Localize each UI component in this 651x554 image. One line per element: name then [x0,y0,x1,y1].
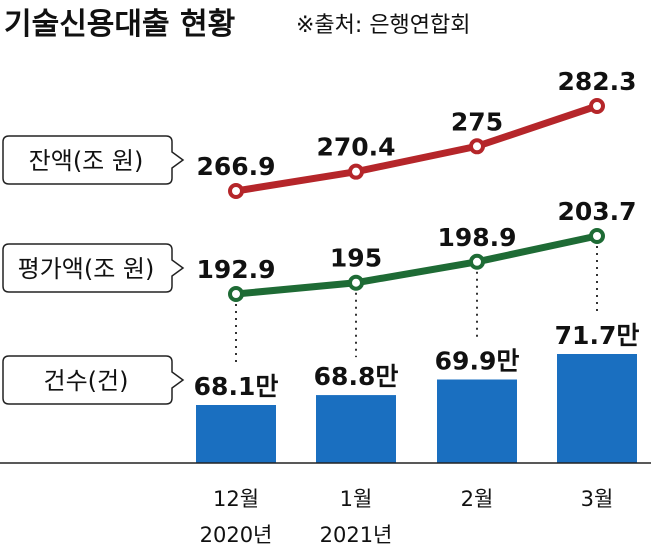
green-label-0: 192.9 [196,255,275,284]
bar-0 [196,405,276,463]
red-label-0: 266.9 [196,152,275,181]
green-label-3: 203.7 [557,197,636,226]
red-label-1: 270.4 [316,133,395,162]
x-tick-3: 3월 [581,487,614,511]
legend-callout-2: 건수(건) [2,355,185,405]
red-line [235,102,599,195]
legend-box [2,135,185,185]
green-point-3 [589,228,605,244]
legend-callout-0: 잔액(조 원) [2,135,185,185]
bar-label-3: 71.7만 [555,321,640,350]
x-tick-1: 1월 [340,487,373,511]
red-point-1 [348,163,364,180]
green-line [235,232,598,298]
green-point-2 [469,253,485,270]
red-point-0 [228,183,244,199]
legend-label: 건수(건) [44,367,129,395]
chart-source: ※출처: 은행연합회 [296,13,471,38]
green-label-1: 195 [330,244,382,273]
x-tick-2: 2월 [461,487,494,511]
red-point-2 [469,138,485,155]
legend-callout-1: 평가액(조 원) [2,243,185,293]
x-tick-year-0: 2020년 [200,523,273,547]
bar-3 [557,354,637,463]
chart-title: 기술신용대출 현황 [4,7,235,42]
green-point-1 [348,274,364,291]
green-point-0 [228,286,244,302]
bar-label-0: 68.1만 [194,372,279,401]
red-point-3 [589,98,605,114]
red-label-2: 275 [451,107,503,136]
bar-label-2: 69.9만 [435,347,520,376]
legend-label: 잔액(조 원) [29,147,144,175]
bar-2 [437,379,517,463]
x-tick-year-1: 2021년 [320,523,393,547]
legend-box [2,355,185,405]
bar-label-1: 68.8만 [314,362,399,391]
green-label-2: 198.9 [437,223,516,252]
red-label-3: 282.3 [557,67,636,96]
bar-1 [316,395,396,463]
x-tick-0: 12월 [213,487,259,511]
legend-label: 평가액(조 원) [18,255,155,283]
legend-box [2,243,185,293]
